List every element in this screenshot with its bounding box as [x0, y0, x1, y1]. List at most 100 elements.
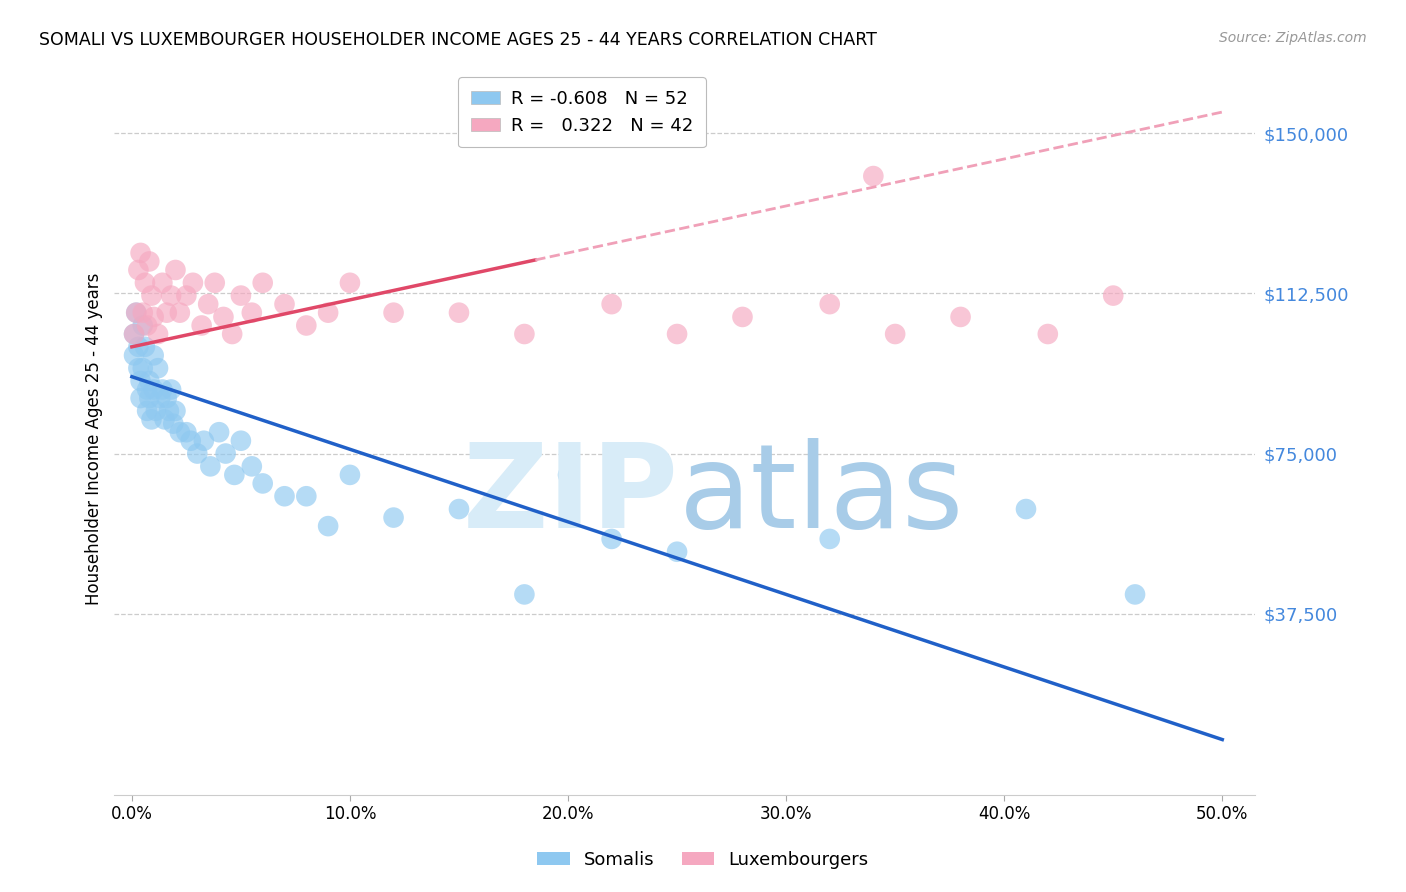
Point — [600, 532, 623, 546]
Point — [273, 297, 295, 311]
Point — [818, 532, 841, 546]
Point — [165, 263, 187, 277]
Point — [316, 306, 339, 320]
Text: Source: ZipAtlas.com: Source: ZipAtlas.com — [1219, 31, 1367, 45]
Point — [295, 318, 318, 333]
Point — [382, 510, 405, 524]
Text: SOMALI VS LUXEMBOURGER HOUSEHOLDER INCOME AGES 25 - 44 YEARS CORRELATION CHART: SOMALI VS LUXEMBOURGER HOUSEHOLDER INCOM… — [39, 31, 877, 49]
Point — [142, 348, 165, 362]
Point — [149, 391, 172, 405]
Point — [146, 326, 169, 341]
Point — [122, 326, 145, 341]
Point — [156, 391, 179, 405]
Point — [132, 318, 155, 333]
Point — [666, 326, 689, 341]
Point — [862, 169, 884, 183]
Point — [132, 361, 155, 376]
Point — [884, 326, 907, 341]
Point — [122, 326, 145, 341]
Point — [176, 288, 198, 302]
Point — [153, 412, 176, 426]
Point — [382, 306, 405, 320]
Point — [186, 446, 208, 460]
Legend: R = -0.608   N = 52, R =   0.322   N = 42: R = -0.608 N = 52, R = 0.322 N = 42 — [458, 77, 706, 147]
Point — [447, 306, 470, 320]
Point — [145, 404, 167, 418]
Point — [129, 391, 152, 405]
Point — [197, 297, 219, 311]
Point — [949, 310, 972, 324]
Point — [1102, 288, 1125, 302]
Point — [190, 318, 212, 333]
Text: atlas: atlas — [679, 438, 965, 553]
Point — [252, 276, 274, 290]
Point — [129, 374, 152, 388]
Point — [127, 361, 149, 376]
Point — [181, 276, 204, 290]
Point — [142, 310, 165, 324]
Point — [150, 383, 173, 397]
Point — [141, 288, 163, 302]
Point — [229, 434, 252, 448]
Point — [1036, 326, 1059, 341]
Point — [208, 425, 231, 440]
Point — [125, 306, 148, 320]
Point — [229, 288, 252, 302]
Point — [240, 459, 263, 474]
Point — [295, 489, 318, 503]
Point — [136, 318, 159, 333]
Point — [127, 340, 149, 354]
Point — [447, 502, 470, 516]
Point — [134, 276, 156, 290]
Point — [136, 383, 159, 397]
Point — [138, 391, 160, 405]
Y-axis label: Householder Income Ages 25 - 44 years: Householder Income Ages 25 - 44 years — [86, 272, 103, 605]
Point — [252, 476, 274, 491]
Point — [600, 297, 623, 311]
Point — [150, 276, 173, 290]
Point — [157, 404, 180, 418]
Point — [141, 412, 163, 426]
Legend: Somalis, Luxembourgers: Somalis, Luxembourgers — [530, 844, 876, 876]
Point — [204, 276, 226, 290]
Point — [273, 489, 295, 503]
Point — [156, 306, 179, 320]
Point — [513, 587, 536, 601]
Point — [160, 383, 183, 397]
Point — [162, 417, 184, 431]
Point — [129, 246, 152, 260]
Point — [134, 340, 156, 354]
Text: ZIP: ZIP — [463, 438, 679, 553]
Point — [212, 310, 235, 324]
Point — [316, 519, 339, 533]
Point — [731, 310, 754, 324]
Point — [122, 348, 145, 362]
Point — [127, 263, 149, 277]
Point — [1015, 502, 1038, 516]
Point — [132, 306, 155, 320]
Point — [200, 459, 222, 474]
Point — [142, 383, 165, 397]
Point — [240, 306, 263, 320]
Point — [221, 326, 243, 341]
Point — [513, 326, 536, 341]
Point — [1123, 587, 1146, 601]
Point — [339, 276, 361, 290]
Point — [193, 434, 215, 448]
Point — [125, 306, 148, 320]
Point — [176, 425, 198, 440]
Point — [136, 404, 159, 418]
Point — [557, 467, 579, 482]
Point — [180, 434, 202, 448]
Point — [138, 254, 160, 268]
Point — [169, 306, 191, 320]
Point — [146, 361, 169, 376]
Point — [160, 288, 183, 302]
Point — [169, 425, 191, 440]
Point — [339, 467, 361, 482]
Point — [138, 374, 160, 388]
Point — [165, 404, 187, 418]
Point — [666, 545, 689, 559]
Point — [224, 467, 246, 482]
Point — [818, 297, 841, 311]
